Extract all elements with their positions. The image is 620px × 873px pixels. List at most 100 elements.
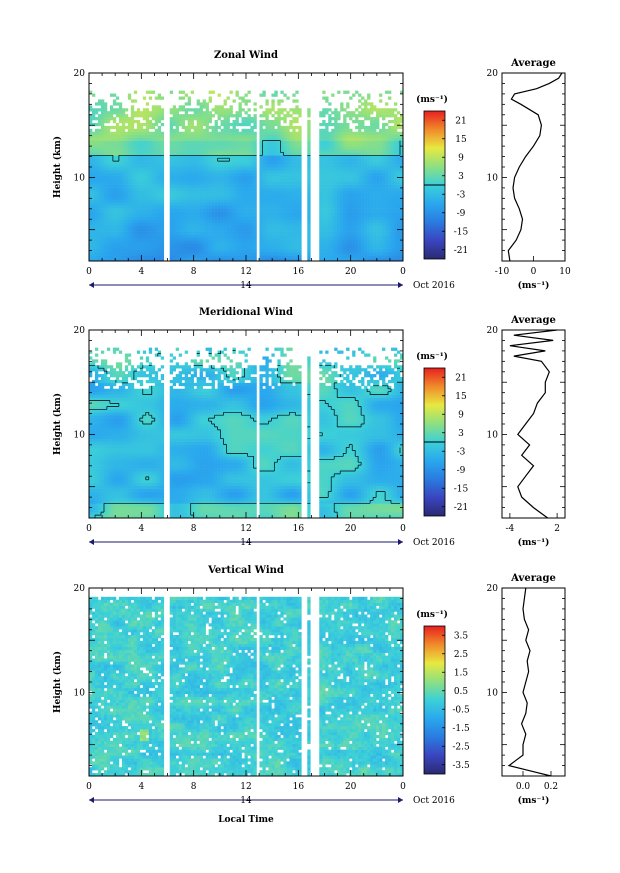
y-tick-label: 10	[74, 688, 86, 698]
x-tick-label: 4	[138, 267, 144, 277]
colorbar-tick-label: 21	[455, 116, 466, 126]
colorbar-tick-label: -0.5	[452, 705, 470, 715]
colorbar-tick-label: -3	[457, 447, 466, 457]
colorbar-tick-label: -21	[454, 503, 469, 513]
profile-x-label: (ms⁻¹)	[518, 280, 550, 291]
colorbar-tick-label: -15	[454, 227, 469, 237]
colorbar-tick-label: 0.5	[454, 687, 469, 697]
x-tick-label: 0	[400, 782, 406, 792]
colorbar-tick-label: -15	[454, 484, 469, 494]
date-label: Oct 2016	[413, 281, 455, 291]
colorbar-tick-label: 1.5	[454, 668, 469, 678]
x-tick-label: 8	[191, 782, 197, 792]
profile-x-tick-label: -10	[495, 267, 510, 277]
y-axis-label: Height (km)	[52, 651, 63, 713]
y-axis-label: Height (km)	[52, 136, 63, 198]
day-bar-left-arrow	[89, 282, 94, 288]
colorbar-tick-label: -21	[454, 246, 469, 256]
profile-line	[507, 587, 552, 777]
profile-line	[507, 72, 563, 262]
colorbar-tick-label: 9	[458, 153, 464, 163]
day-label: 14	[240, 796, 252, 806]
y-axis-label: Height (km)	[52, 393, 63, 455]
profile-y-tick-label: 10	[487, 688, 499, 698]
colorbar-tick-label: 3	[458, 429, 464, 439]
profile-x-tick-label: 2	[554, 524, 560, 534]
colorbar-tick-label: -3	[457, 190, 466, 200]
profile-x-label: (ms⁻¹)	[518, 795, 550, 806]
day-label: 14	[240, 281, 252, 291]
x-ticks	[88, 73, 404, 261]
panel-title: Meridional Wind	[199, 307, 293, 318]
heatmap-cells	[89, 347, 404, 519]
profile-y-tick-label: 10	[487, 430, 499, 440]
x-tick-label: 8	[191, 267, 197, 277]
colorbar-tick-label: 3	[458, 172, 464, 182]
colorbar-tick-label: 15	[455, 392, 467, 402]
colorbar-tick-label: 2.5	[454, 650, 469, 660]
colorbar-units: (ms⁻¹)	[416, 351, 448, 362]
profile-y-tick-label: 10	[487, 173, 499, 183]
profile-frame	[501, 329, 566, 519]
day-label: 14	[240, 538, 252, 548]
y-ticks	[89, 587, 403, 777]
x-tick-label: 16	[293, 524, 305, 534]
profile-y-tick-label: 20	[487, 69, 499, 79]
x-tick-label: 20	[345, 524, 357, 534]
x-tick-label: 0	[400, 524, 406, 534]
x-tick-label: 20	[345, 267, 357, 277]
panel-vertical-wind: Vertical Wind 0 4 8 12 16 20 0 10 20 Height (km) 14…	[52, 565, 566, 825]
profile-title: Average	[510, 573, 556, 584]
colorbar-units: (ms⁻¹)	[416, 609, 448, 620]
colorbar-units: (ms⁻¹)	[416, 94, 448, 105]
y-ticks	[89, 72, 403, 262]
zero-contour	[89, 140, 401, 162]
profile-x-tick-label: 10	[559, 267, 571, 277]
contour-path	[89, 350, 401, 518]
heatmap-cells	[89, 90, 404, 262]
x-tick-label: 16	[293, 267, 305, 277]
profile-frame	[501, 587, 566, 777]
x-tick-label: 12	[240, 267, 251, 277]
day-bar-left-arrow	[89, 797, 94, 803]
x-tick-label: 8	[191, 524, 197, 534]
y-tick-label: 10	[74, 430, 86, 440]
profile-title: Average	[510, 315, 556, 326]
x-tick-label: 0	[86, 524, 92, 534]
x-tick-label: 12	[240, 524, 251, 534]
x-ticks	[88, 330, 404, 518]
colorbar-tick-label: -9	[457, 466, 466, 476]
y-tick-label: 10	[74, 173, 86, 183]
colorbar-tick-label: 21	[455, 373, 466, 383]
x-tick-label: 0	[86, 782, 92, 792]
profile-x-tick-label: 0.0	[516, 782, 531, 792]
profile-x-label: (ms⁻¹)	[518, 537, 550, 548]
profile-ticks	[502, 587, 565, 777]
y-tick-label: 20	[74, 584, 86, 594]
day-bar-left-arrow	[89, 539, 94, 545]
panel-title: Vertical Wind	[207, 565, 284, 576]
colorbar	[423, 625, 446, 775]
colorbar-tick-label: -9	[457, 209, 466, 219]
x-tick-label: 4	[138, 524, 144, 534]
x-tick-label: 0	[400, 267, 406, 277]
date-label: Oct 2016	[413, 796, 455, 806]
colorbar-tick-label: -3.5	[452, 761, 470, 771]
colorbar-tick-label: 9	[458, 410, 464, 420]
x-tick-label: 16	[293, 782, 305, 792]
x-tick-label: 12	[240, 782, 251, 792]
day-bar-right-arrow	[398, 282, 403, 288]
profile-ticks	[501, 72, 566, 262]
panel-meridional-wind: Meridional Wind 0 4 8 12 16 20 0 10 20 Height (km)…	[52, 307, 566, 548]
colorbar-tick-label: 3.5	[454, 631, 469, 641]
panel-zonal-wind: Zonal Wind 0 4 8 12 16 20 0 10 20 Height (km) 14 Oct…	[52, 50, 571, 291]
x-tick-label: 4	[138, 782, 144, 792]
day-bar-right-arrow	[398, 539, 403, 545]
y-tick-label: 20	[74, 326, 86, 336]
colorbar-tick-label: 15	[455, 135, 467, 145]
profile-ticks	[502, 329, 565, 519]
profile-y-tick-label: 20	[487, 584, 499, 594]
average-profile: Average 10 20 -4 2 (ms⁻¹)	[487, 315, 566, 548]
x-axis-label: Local Time	[218, 815, 274, 825]
colorbar-tick-label: -2.5	[452, 742, 470, 752]
